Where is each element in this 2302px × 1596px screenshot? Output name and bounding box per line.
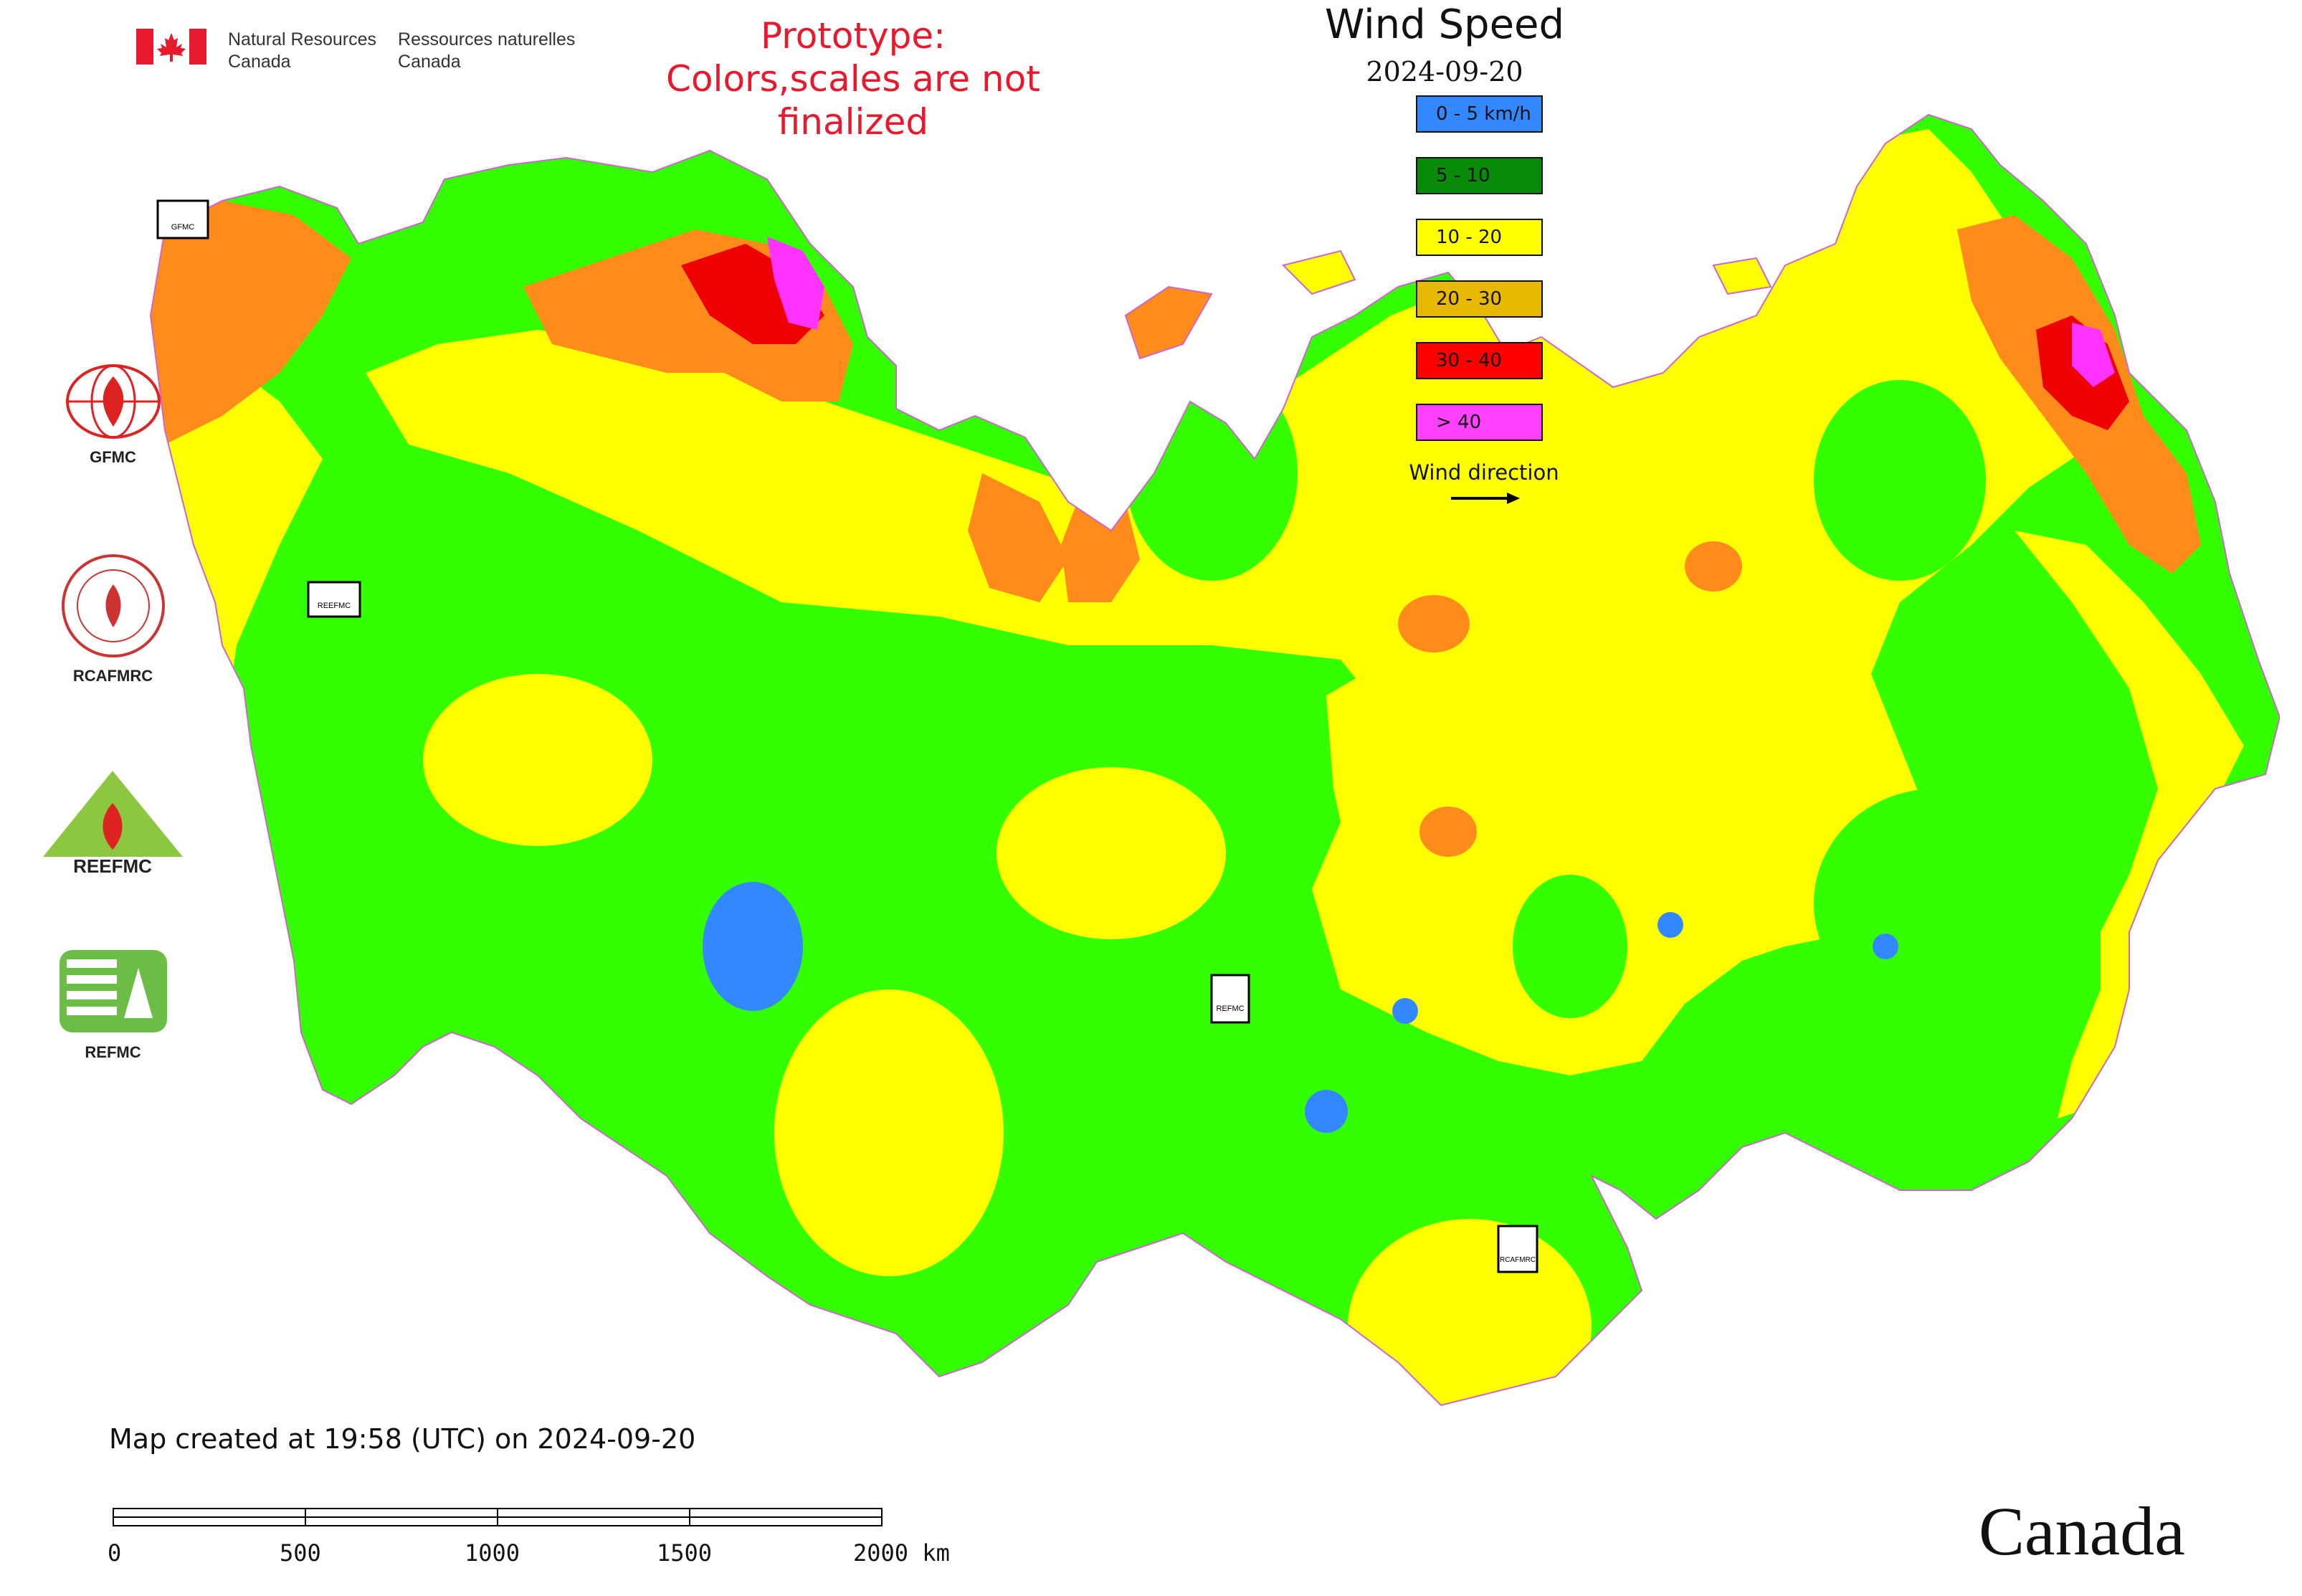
gov-en-line1: Natural Resources: [228, 29, 377, 49]
magenta-kola-region: [767, 237, 824, 330]
island-new-siberian: [1712, 257, 1772, 295]
wind-speed-map: GFMC REEFMC REFMC RCAFMRC: [149, 113, 2280, 1407]
orange-spot-central: [1419, 807, 1477, 857]
canada-flag-icon: [136, 29, 206, 65]
gov-fr-line2: Canada: [398, 52, 461, 72]
logo-rcafmrc: RCAFMRC: [36, 552, 190, 685]
scale-label-2000: 2000 km: [853, 1539, 950, 1567]
blue-spot-amur: [1873, 934, 1898, 959]
green-chukotka-region: [1814, 380, 1986, 581]
wind-direction-arrow-icon: [1451, 493, 1520, 504]
rcafmrc-emblem-icon: [61, 554, 165, 657]
yellow-central-region: [997, 767, 1226, 939]
legend-item-30-40: 30 - 40: [1416, 342, 1543, 379]
gov-text-en: Natural Resources Canada: [228, 29, 376, 73]
blue-spot-south: [571, 1216, 591, 1236]
orange-scandinavia-region: [151, 201, 351, 445]
yellow-belt-north: [366, 129, 2115, 1075]
yellow-mongolia-region: [1348, 1219, 1592, 1405]
legend-item-5-10: 5 - 10: [1416, 157, 1543, 194]
blue-urals-region: [703, 882, 803, 1011]
yellow-kazakhstan-region: [774, 989, 1004, 1276]
marker-refmc: REFMC: [1210, 974, 1250, 1024]
gov-fr-line1: Ressources naturelles: [398, 29, 576, 49]
blue-spot-baikal: [1305, 1090, 1348, 1133]
legend-item-0-5: 0 - 5 km/h: [1416, 95, 1543, 133]
map-created-text: Map created at 19:58 (UTC) on 2024-09-20: [109, 1423, 696, 1455]
legend-item-10-20: 10 - 20: [1416, 219, 1543, 256]
logo-rcafmrc-label: RCAFMRC: [72, 667, 153, 685]
blue-spot-irkutsk: [1392, 998, 1418, 1024]
logo-refmc: REFMC: [36, 946, 190, 1062]
marker-gfmc-label: GFMC: [171, 223, 194, 232]
legend-item-over-40: > 40: [1416, 404, 1543, 441]
country-outline: [149, 113, 2280, 1407]
refmc-emblem-icon: [59, 950, 167, 1032]
marker-reefmc: REEFMC: [307, 581, 361, 618]
island-severnaya-zemlya: [1282, 250, 1356, 295]
logo-reefmc: REEFMC: [36, 767, 190, 878]
magenta-kamchatka-region: [2072, 323, 2115, 387]
gov-text-fr: Ressources naturelles Canada: [398, 29, 575, 73]
green-taimyr-region: [1126, 366, 1298, 581]
legend-date: 2024-09-20: [1366, 56, 1523, 87]
canada-wordmark: Canada: [1979, 1493, 2185, 1569]
orange-spot-east: [1685, 541, 1742, 592]
orange-laptev-spot: [1398, 595, 1470, 652]
green-amur-region: [1814, 789, 2058, 1018]
legend-item-20-30: 20 - 30: [1416, 280, 1543, 318]
gfmc-emblem-icon: [65, 364, 161, 439]
prototype-line2: Colors,scales are not finalized: [666, 58, 1040, 143]
legend-title: Wind Speed: [1324, 1, 1565, 48]
wind-direction-label: Wind direction: [1409, 460, 1559, 485]
island-novaya-zemlya: [1124, 285, 1213, 360]
gov-en-line2: Canada: [228, 52, 291, 72]
scale-label-500: 500: [280, 1539, 321, 1567]
wind-speed-legend: 0 - 5 km/h 5 - 10 10 - 20 20 - 30 30 - 4…: [1416, 95, 1543, 465]
logo-gfmc-label: GFMC: [90, 448, 136, 466]
reefmc-emblem-icon: REEFMC: [43, 771, 183, 877]
government-identifier: Natural Resources Canada Ressources natu…: [136, 29, 575, 73]
marker-gfmc: GFMC: [156, 199, 209, 239]
logo-refmc-label: REFMC: [85, 1043, 141, 1061]
yellow-far-east-region: [2015, 531, 2244, 1118]
marker-rcafmrc-label: RCAFMRC: [1500, 1256, 1536, 1264]
orange-yamal-region: [968, 473, 1068, 602]
marker-reefmc-label: REEFMC: [318, 602, 351, 610]
reefmc-emblem-text: REEFMC: [73, 855, 152, 875]
scale-label-0: 0: [108, 1539, 121, 1567]
marker-rcafmrc: RCAFMRC: [1497, 1225, 1538, 1273]
scale-bar: 0 500 1000 1500 2000 km: [108, 1508, 950, 1567]
prototype-notice: Prototype: Colors,scales are not finaliz…: [631, 14, 1075, 143]
scale-label-1000: 1000: [465, 1539, 520, 1567]
blue-spot-east: [1657, 912, 1683, 938]
prototype-line1: Prototype:: [760, 15, 946, 57]
green-yakutia-region: [1513, 875, 1627, 1018]
logo-gfmc: GFMC: [36, 362, 190, 467]
marker-refmc-label: REFMC: [1216, 1004, 1244, 1013]
scale-label-1500: 1500: [657, 1539, 712, 1567]
yellow-west-region: [423, 674, 652, 846]
